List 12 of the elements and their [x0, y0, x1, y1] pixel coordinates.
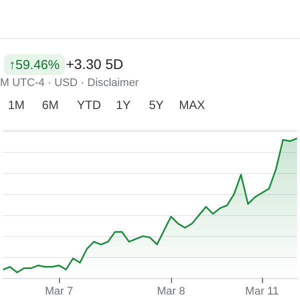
- x-tick-label: Mar 7: [44, 286, 74, 298]
- text: 1M: [8, 98, 25, 112]
- text: YTD: [77, 98, 101, 112]
- text: 1Y: [116, 98, 131, 112]
- x-tick-label: Mar 11: [245, 286, 279, 298]
- text: 6M: [42, 98, 59, 112]
- text: ↑59.46%: [4, 54, 65, 75]
- text: M UTC-4 · USD · Disclaimer: [0, 77, 139, 89]
- text: 5Y: [149, 98, 164, 112]
- text: MAX: [179, 98, 206, 112]
- text: +3.30 5D: [66, 56, 124, 72]
- x-tick-label: Mar 8: [156, 286, 186, 298]
